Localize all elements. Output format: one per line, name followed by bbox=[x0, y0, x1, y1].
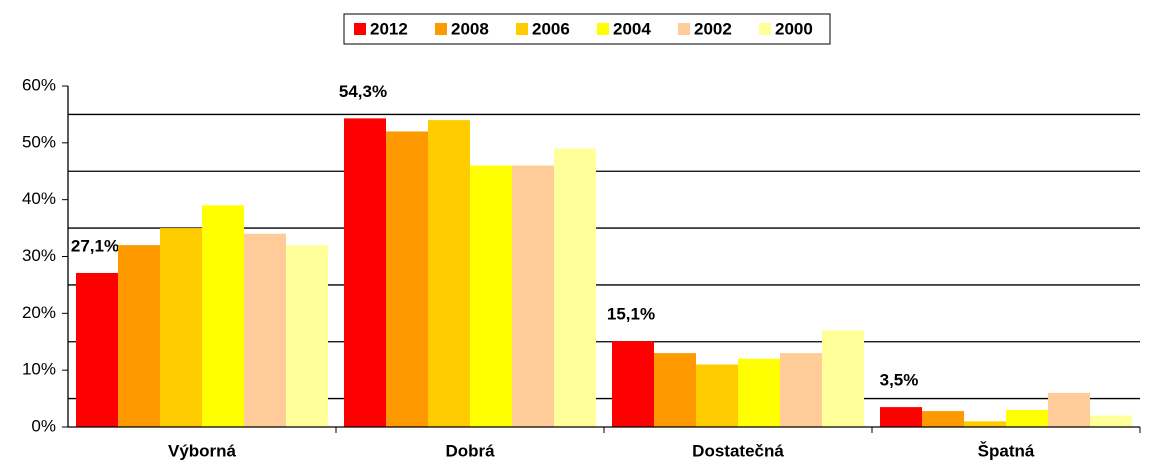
bar bbox=[470, 165, 512, 428]
x-tick-label: Špatná bbox=[978, 441, 1035, 460]
bar bbox=[738, 358, 780, 427]
bar bbox=[428, 120, 470, 427]
x-tick-label: Dostatečná bbox=[692, 441, 784, 460]
y-tick-label: 40% bbox=[22, 189, 56, 208]
bar bbox=[554, 148, 596, 427]
legend-label: 2008 bbox=[451, 19, 489, 38]
y-tick-label: 10% bbox=[22, 360, 56, 379]
bar bbox=[1048, 392, 1090, 427]
bar bbox=[696, 364, 738, 427]
bar bbox=[286, 245, 328, 427]
bar bbox=[244, 233, 286, 427]
bar bbox=[780, 353, 822, 427]
bar bbox=[344, 118, 386, 428]
y-tick-label: 0% bbox=[31, 416, 56, 435]
y-tick-label: 20% bbox=[22, 303, 56, 322]
bar bbox=[964, 421, 1006, 427]
legend-box bbox=[343, 13, 831, 45]
bar bbox=[386, 131, 428, 427]
bar bbox=[822, 330, 864, 427]
bar bbox=[118, 245, 160, 427]
legend-swatch bbox=[759, 23, 771, 35]
x-tick-label: Výborná bbox=[168, 441, 237, 460]
bar bbox=[160, 228, 202, 427]
data-label: 54,3% bbox=[339, 82, 387, 101]
y-tick-label: 50% bbox=[22, 132, 56, 151]
legend-swatch bbox=[354, 23, 366, 35]
legend-swatch bbox=[597, 23, 609, 35]
y-tick-label: 30% bbox=[22, 246, 56, 265]
legend-label: 2006 bbox=[532, 19, 570, 38]
bar bbox=[202, 205, 244, 427]
legend-label: 2000 bbox=[775, 19, 813, 38]
data-label: 3,5% bbox=[880, 371, 919, 390]
legend-swatch bbox=[435, 23, 447, 35]
bar bbox=[1090, 415, 1132, 427]
bar bbox=[654, 353, 696, 427]
bar bbox=[512, 165, 554, 428]
bar bbox=[922, 411, 964, 427]
legend-swatch bbox=[516, 23, 528, 35]
x-tick-label: Dobrá bbox=[445, 441, 495, 460]
bar bbox=[76, 272, 118, 427]
legend-label: 2002 bbox=[694, 19, 732, 38]
bar bbox=[1006, 409, 1048, 427]
y-tick-label: 60% bbox=[22, 75, 56, 94]
bar bbox=[612, 341, 654, 427]
legend-label: 2004 bbox=[613, 19, 651, 38]
legend-label: 2012 bbox=[370, 19, 408, 38]
data-label: 27,1% bbox=[71, 236, 119, 255]
data-label: 15,1% bbox=[607, 305, 655, 324]
legend-swatch bbox=[678, 23, 690, 35]
bar bbox=[880, 407, 922, 427]
